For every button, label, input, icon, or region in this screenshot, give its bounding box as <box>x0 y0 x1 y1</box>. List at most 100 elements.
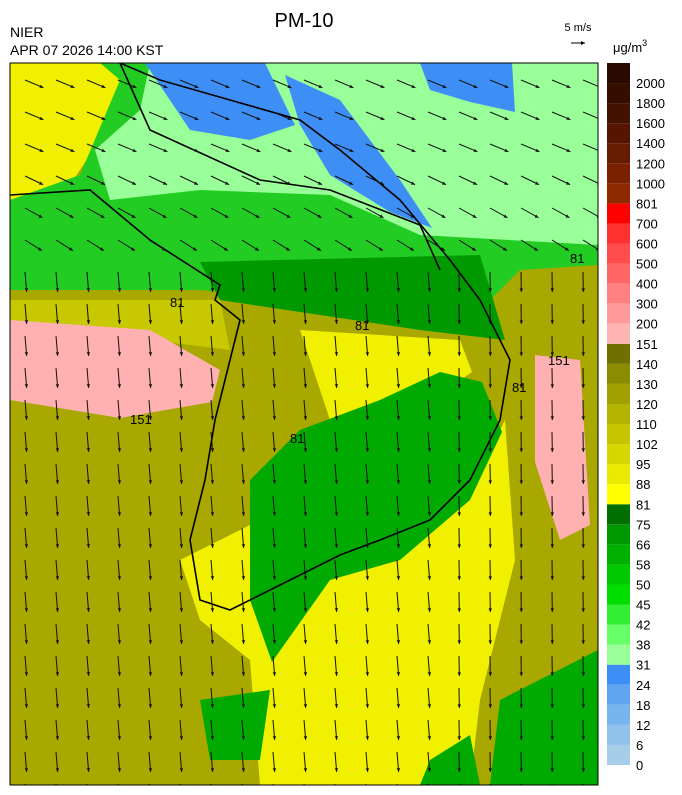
wind-arrow-head <box>550 352 554 356</box>
wind-arrow-head <box>86 512 91 516</box>
wind-arrow-head <box>241 448 246 452</box>
wind-arrow-head <box>348 214 353 218</box>
wind-arrow-head <box>117 704 122 708</box>
wind-arrow-head <box>70 148 75 152</box>
wind-arrow-head <box>117 384 122 388</box>
colorbar-swatch <box>607 403 630 425</box>
colorbar-label: 120 <box>636 397 658 412</box>
wind-arrow-head <box>86 736 91 740</box>
wind-field <box>24 79 598 785</box>
wind-arrow-head <box>241 672 246 676</box>
wind-arrow-head <box>581 416 585 420</box>
wind-arrow-head <box>519 608 523 612</box>
wind-arrow-head <box>535 84 540 88</box>
wind-arrow-head <box>241 768 246 772</box>
region <box>420 63 515 112</box>
wind-arrow-head <box>148 512 153 516</box>
wind-arrow-head <box>396 448 401 452</box>
wind-arrow-head <box>55 448 60 452</box>
colorbar-swatch <box>607 424 630 445</box>
wind-arrow-head <box>334 320 339 324</box>
wind-arrow-head <box>473 84 478 88</box>
wind-arrow-head <box>519 640 523 644</box>
wind-arrow-head <box>457 608 461 612</box>
wind-arrow-head <box>241 512 246 516</box>
wind-arrow-head <box>380 181 385 185</box>
wind-arrow <box>582 79 598 87</box>
colorbar-label: 38 <box>636 638 650 653</box>
wind-arrow-head <box>566 181 571 185</box>
wind-arrow-head <box>581 704 585 708</box>
wind-arrow-head <box>334 288 339 292</box>
region <box>145 63 295 140</box>
wind-arrow-head <box>161 247 166 251</box>
wind-arrow-head <box>224 214 229 218</box>
wind-arrow-head <box>318 116 323 120</box>
wind-arrow-head <box>550 608 554 612</box>
wind-arrow-head <box>535 116 540 120</box>
wind-arrow-head <box>303 320 308 324</box>
wind-arrow-head <box>303 448 308 452</box>
wind-arrow-head <box>564 247 569 251</box>
wind-arrow-head <box>334 576 339 580</box>
wind-arrow-head <box>117 512 122 516</box>
wind-arrow-head <box>148 768 153 772</box>
wind-arrow-head <box>68 247 73 251</box>
wind-arrow-head <box>349 181 354 185</box>
wind-arrow-head <box>550 544 554 548</box>
colorbar-swatch <box>607 624 630 645</box>
wind-arrow-head <box>55 576 60 580</box>
wind-arrow-head <box>210 768 215 772</box>
wind-arrow-head <box>55 352 60 356</box>
wind-arrow-head <box>179 512 184 516</box>
map-frame <box>9 62 599 786</box>
colorbar-swatch <box>607 363 630 384</box>
wind-arrow-head <box>39 148 44 152</box>
wind-arrow-head <box>55 736 60 740</box>
wind-arrow-head <box>163 84 168 88</box>
wind-arrow-head <box>519 448 523 452</box>
region <box>10 63 130 200</box>
colorbar-label: 2000 <box>636 76 665 91</box>
colorbar-swatch <box>607 383 630 404</box>
colorbar-swatch <box>607 564 630 585</box>
wind-arrow-head <box>272 384 277 388</box>
wind-arrow-head <box>117 320 122 324</box>
colorbar-swatch <box>607 724 630 745</box>
wind-arrow-head <box>427 640 432 644</box>
wind-arrow-head <box>241 704 246 708</box>
wind-arrow-head <box>581 320 585 324</box>
wind-arrow <box>117 783 119 785</box>
wind-arrow-head <box>179 480 184 484</box>
wind-arrow-head <box>210 416 215 420</box>
wind-arrow-head <box>148 416 153 420</box>
wind-arrow-head <box>179 704 184 708</box>
wind-arrow-head <box>132 84 137 88</box>
wind-arrow-head <box>55 320 60 324</box>
colorbar-swatch <box>607 163 630 184</box>
wind-arrow-head <box>334 512 339 516</box>
wind-arrow-head <box>488 288 492 292</box>
wind-arrow-head <box>396 416 401 420</box>
colorbar-swatch <box>607 283 630 304</box>
wind-arrow-head <box>581 768 585 772</box>
wind-arrow-head <box>70 116 75 120</box>
colorbar-label: 130 <box>636 377 658 392</box>
wind-arrow-head <box>37 247 42 251</box>
wind-arrow-head <box>457 704 461 708</box>
colorbar: 0 6 12 18 24 31 38 42 45 50 58 66 75 81 88 95 102 110 120 1… <box>607 63 665 773</box>
region <box>420 735 480 785</box>
wind-arrow-head <box>427 320 432 324</box>
colorbar-swatch <box>607 444 630 465</box>
colorbar-swatch <box>607 644 630 665</box>
wind-arrow <box>582 143 598 151</box>
wind-arrow-head <box>285 247 290 251</box>
wind-arrow-head <box>318 181 323 185</box>
wind-arrow-head <box>162 214 167 218</box>
wind-arrow-head <box>457 480 461 484</box>
wind-arrow <box>24 783 26 785</box>
wind-arrow-head <box>24 448 29 452</box>
wind-arrow-head <box>287 148 292 152</box>
colorbar-label: 140 <box>636 357 658 372</box>
wind-arrow-head <box>55 512 60 516</box>
